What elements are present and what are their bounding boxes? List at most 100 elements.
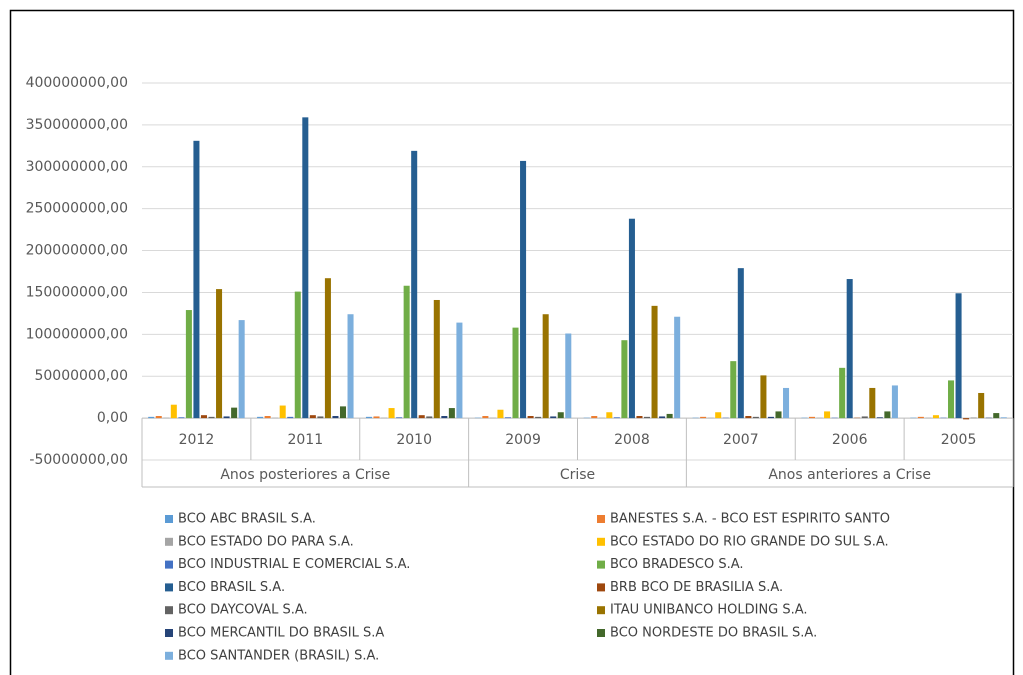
legend-swatch bbox=[165, 583, 173, 592]
legend-swatch bbox=[597, 629, 605, 637]
legend-label: BCO MERCANTIL DO BRASIL S.A bbox=[178, 626, 384, 641]
bar bbox=[170, 404, 177, 419]
bar bbox=[621, 340, 628, 419]
bar bbox=[591, 416, 598, 419]
x-tick-label: 2012 bbox=[179, 432, 215, 448]
bar bbox=[643, 416, 651, 419]
legend-swatch bbox=[165, 629, 173, 637]
bar bbox=[527, 416, 534, 419]
y-tick-label: 150000000,00 bbox=[26, 284, 128, 300]
bar bbox=[674, 316, 681, 419]
bar bbox=[193, 140, 200, 419]
y-tick-label: 0,00 bbox=[97, 410, 128, 426]
bar bbox=[497, 409, 504, 419]
bar bbox=[309, 415, 316, 419]
bar bbox=[613, 417, 620, 419]
bar bbox=[542, 314, 549, 419]
legend-swatch bbox=[597, 583, 605, 592]
bar bbox=[993, 413, 1000, 419]
bar bbox=[737, 268, 744, 419]
y-tick-label: 250000000,00 bbox=[26, 201, 128, 217]
legend-label: ITAU UNIBANCO HOLDING S.A. bbox=[610, 603, 808, 618]
bar bbox=[666, 413, 673, 419]
bar bbox=[482, 416, 489, 419]
bar bbox=[279, 405, 286, 419]
y-tick-label: 300000000,00 bbox=[26, 159, 128, 175]
legend-swatch bbox=[165, 515, 173, 523]
legend-swatch bbox=[597, 560, 605, 569]
bar bbox=[557, 412, 564, 419]
y-tick-label: 400000000,00 bbox=[26, 75, 128, 91]
bar bbox=[824, 411, 831, 419]
bar bbox=[808, 416, 816, 419]
bar bbox=[767, 416, 774, 419]
y-tick-label: 50000000,00 bbox=[34, 368, 128, 384]
group-label: Anos posteriores a Crise bbox=[220, 467, 390, 483]
bar bbox=[317, 416, 324, 419]
legend-swatch bbox=[165, 560, 173, 569]
bar bbox=[535, 416, 542, 419]
legend-swatch bbox=[597, 606, 605, 615]
bar bbox=[441, 416, 448, 419]
bar bbox=[550, 416, 557, 419]
x-tick-label: 2011 bbox=[287, 432, 323, 448]
legend-label: BANESTES S.A. - BCO EST ESPIRITO SANTO bbox=[610, 512, 890, 527]
y-tick-label: 100000000,00 bbox=[26, 326, 128, 342]
bar bbox=[628, 218, 635, 419]
bar bbox=[302, 117, 309, 419]
bar bbox=[365, 416, 372, 419]
bar bbox=[324, 278, 331, 419]
bar bbox=[448, 408, 455, 419]
bar bbox=[869, 387, 876, 419]
bar bbox=[208, 416, 215, 419]
bar bbox=[730, 361, 737, 419]
legend-label: BCO BRASIL S.A. bbox=[178, 580, 285, 595]
bar bbox=[745, 416, 752, 419]
bar bbox=[715, 412, 722, 419]
bar bbox=[456, 322, 463, 419]
bar bbox=[347, 314, 354, 419]
x-tick-label: 2009 bbox=[505, 432, 541, 448]
bar bbox=[932, 415, 939, 419]
legend-label: BCO BRADESCO S.A. bbox=[610, 557, 744, 572]
legend-swatch bbox=[165, 537, 173, 546]
bar bbox=[861, 416, 868, 419]
bar bbox=[155, 416, 162, 419]
bar bbox=[223, 416, 230, 419]
bar bbox=[917, 416, 924, 419]
bar bbox=[216, 289, 223, 419]
legend-label: BCO INDUSTRIAL E COMERCIAL S.A. bbox=[178, 557, 410, 572]
legend-swatch bbox=[165, 606, 173, 615]
bar bbox=[846, 279, 853, 419]
bar bbox=[426, 416, 433, 419]
y-tick-label: 350000000,00 bbox=[26, 117, 128, 133]
bar bbox=[396, 417, 403, 419]
x-tick-label: 2010 bbox=[396, 432, 432, 448]
bar bbox=[783, 387, 790, 419]
bar bbox=[659, 416, 666, 419]
bar bbox=[839, 367, 846, 419]
bar bbox=[264, 416, 271, 419]
bar bbox=[185, 310, 192, 419]
bar bbox=[752, 416, 759, 419]
bar bbox=[775, 411, 782, 419]
bar bbox=[287, 416, 294, 419]
bar bbox=[1000, 417, 1007, 419]
bar bbox=[411, 150, 418, 419]
bar bbox=[200, 415, 207, 419]
legend-label: BCO DAYCOVAL S.A. bbox=[178, 603, 308, 618]
bar bbox=[433, 299, 440, 419]
bar bbox=[884, 411, 891, 419]
bar bbox=[504, 417, 512, 419]
bar bbox=[606, 412, 613, 419]
bar bbox=[148, 416, 155, 419]
bar bbox=[978, 392, 985, 419]
x-tick-label: 2005 bbox=[941, 432, 977, 448]
bar bbox=[388, 408, 395, 419]
bar bbox=[565, 333, 572, 419]
legend-swatch bbox=[597, 515, 605, 523]
legend-label: BCO NORDESTE DO BRASIL S.A. bbox=[610, 626, 817, 641]
bar bbox=[636, 416, 643, 419]
legend-label: BCO ESTADO DO PARA S.A. bbox=[178, 534, 354, 549]
